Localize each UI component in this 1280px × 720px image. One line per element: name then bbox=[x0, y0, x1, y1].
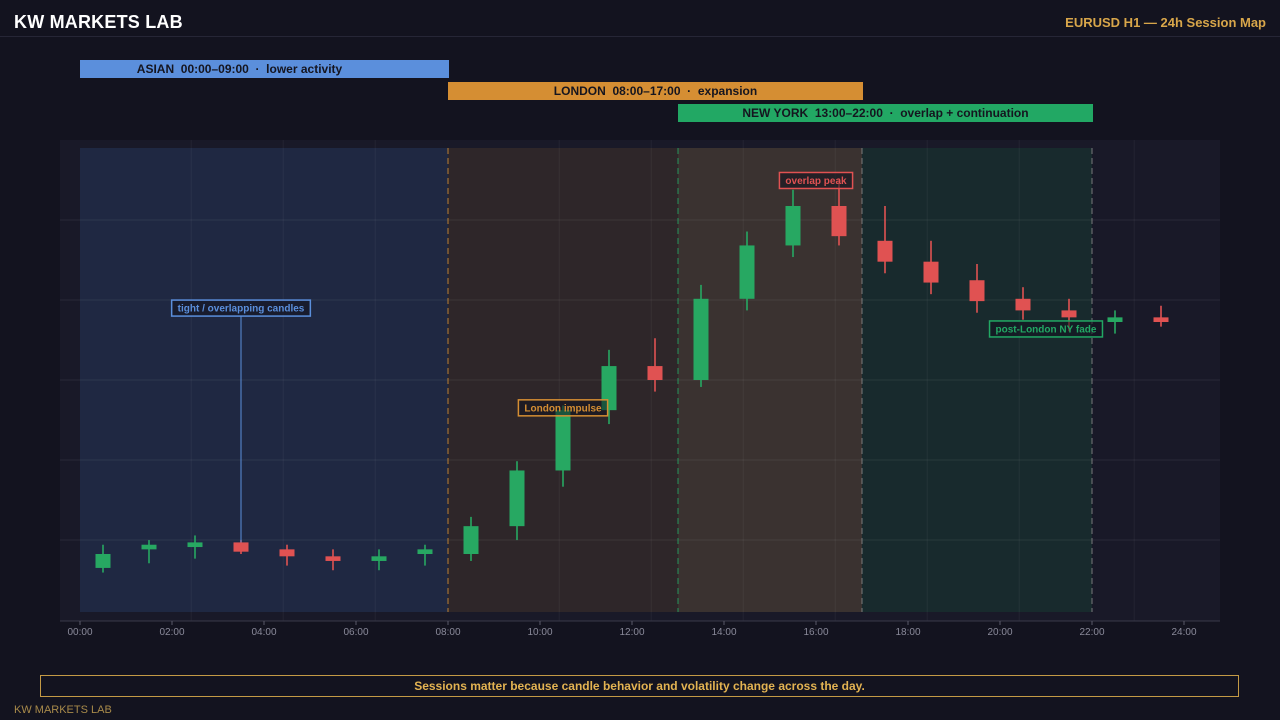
x-tick-label: 16:00 bbox=[803, 627, 828, 638]
annotation-box bbox=[170, 299, 312, 317]
annotation-text: tight / overlapping candles bbox=[178, 304, 305, 315]
candle-body bbox=[187, 542, 203, 548]
london-session-label: LONDON 08:00–17:00 · expansion bbox=[554, 84, 757, 98]
candle-body bbox=[877, 240, 893, 262]
candle-body bbox=[693, 298, 709, 380]
candle-body bbox=[647, 366, 663, 380]
newyork-session-label: NEW YORK 13:00–22:00 · overlap + continu… bbox=[742, 106, 1028, 120]
x-tick-label: 20:00 bbox=[987, 627, 1012, 638]
annotation-box bbox=[778, 171, 854, 190]
asian-session-bar bbox=[80, 60, 449, 78]
x-tick-label: 04:00 bbox=[251, 627, 276, 638]
candle bbox=[463, 516, 479, 561]
x-tick-label: 06:00 bbox=[343, 627, 368, 638]
x-axis: 00:00 02:00 04:00 06:00 08:00 10:00 12:00 14:00… bbox=[60, 620, 1220, 638]
brand-title: KW MARKETS LAB bbox=[14, 12, 183, 32]
candle bbox=[785, 189, 801, 258]
candle bbox=[325, 549, 341, 571]
candle-body bbox=[739, 245, 755, 299]
candle bbox=[969, 264, 985, 313]
session-candlestick-chart: ASIAN 00:00–09:00 · lower activity LONDON… bbox=[60, 60, 1220, 638]
x-tick-label: 22:00 bbox=[1079, 627, 1104, 638]
chart-subtitle: EURUSD H1 — 24h Session Map bbox=[1065, 15, 1266, 30]
x-tick-label: 12:00 bbox=[619, 627, 644, 638]
candle-body bbox=[555, 410, 571, 471]
asian-session-band bbox=[80, 148, 448, 612]
candle bbox=[95, 544, 111, 573]
newyork-session-band bbox=[862, 148, 1092, 612]
candle-body bbox=[509, 470, 525, 527]
x-tick-label: 10:00 bbox=[527, 627, 552, 638]
candle bbox=[1015, 287, 1031, 320]
candle-body bbox=[325, 556, 341, 561]
candle bbox=[647, 338, 663, 392]
candle bbox=[555, 405, 571, 487]
x-tick-label: 18:00 bbox=[895, 627, 920, 638]
candle-body bbox=[1153, 317, 1169, 322]
annotation-0: tight / overlapping candles bbox=[170, 299, 312, 543]
annotation-2: overlap peak bbox=[778, 171, 854, 190]
annotation-1: London impulse bbox=[517, 399, 609, 417]
candle-body bbox=[1015, 298, 1031, 311]
candle bbox=[877, 206, 893, 274]
candle bbox=[1153, 305, 1169, 327]
annotation-box bbox=[517, 399, 609, 417]
candle bbox=[141, 540, 157, 564]
candle-body bbox=[417, 549, 433, 554]
annotation-box bbox=[988, 320, 1104, 338]
asian-session-label: ASIAN 00:00–09:00 · lower activity bbox=[137, 62, 343, 76]
candle-body bbox=[371, 556, 387, 561]
candle bbox=[831, 178, 847, 246]
candle-body bbox=[279, 549, 295, 557]
london-session-bar bbox=[448, 82, 863, 100]
footer-note: Sessions matter because candle behavior … bbox=[40, 675, 1239, 697]
candle-body bbox=[95, 554, 111, 568]
candle bbox=[279, 544, 295, 566]
candle-body bbox=[969, 280, 985, 302]
candle bbox=[509, 461, 525, 541]
candle-body bbox=[785, 206, 801, 246]
x-tick-label: 14:00 bbox=[711, 627, 736, 638]
annotations: tight / overlapping candles London impuls… bbox=[170, 171, 1104, 543]
x-tick-label: 24:00 bbox=[1171, 627, 1196, 638]
candle bbox=[187, 535, 203, 559]
candle bbox=[739, 231, 755, 311]
annotation-3: post-London NY fade bbox=[988, 320, 1104, 338]
header-divider bbox=[0, 36, 1280, 37]
candle-body bbox=[233, 542, 249, 552]
annotation-text: post-London NY fade bbox=[996, 325, 1097, 336]
candle bbox=[417, 544, 433, 566]
annotation-text: London impulse bbox=[524, 403, 602, 414]
candle-body bbox=[463, 526, 479, 554]
candle bbox=[923, 240, 939, 295]
candle-body bbox=[141, 544, 157, 550]
footer-brand: KW MARKETS LAB bbox=[14, 704, 112, 716]
candle bbox=[1107, 310, 1123, 334]
annotation-text: overlap peak bbox=[785, 176, 847, 187]
candles bbox=[95, 178, 1169, 573]
x-tick-label: 00:00 bbox=[67, 627, 92, 638]
newyork-session-bar bbox=[678, 104, 1093, 122]
x-tick-label: 08:00 bbox=[435, 627, 460, 638]
candle bbox=[693, 284, 709, 387]
candle-body bbox=[923, 261, 939, 283]
candle-body bbox=[1061, 310, 1077, 318]
candle-body bbox=[831, 206, 847, 237]
candle-body bbox=[1107, 317, 1123, 322]
session-bands bbox=[60, 140, 1220, 621]
overlap-session-band bbox=[678, 148, 862, 612]
london-session-band bbox=[448, 148, 678, 612]
session-label-bars: ASIAN 00:00–09:00 · lower activity LONDON… bbox=[80, 60, 1093, 122]
candle bbox=[371, 549, 387, 571]
x-tick-label: 02:00 bbox=[159, 627, 184, 638]
